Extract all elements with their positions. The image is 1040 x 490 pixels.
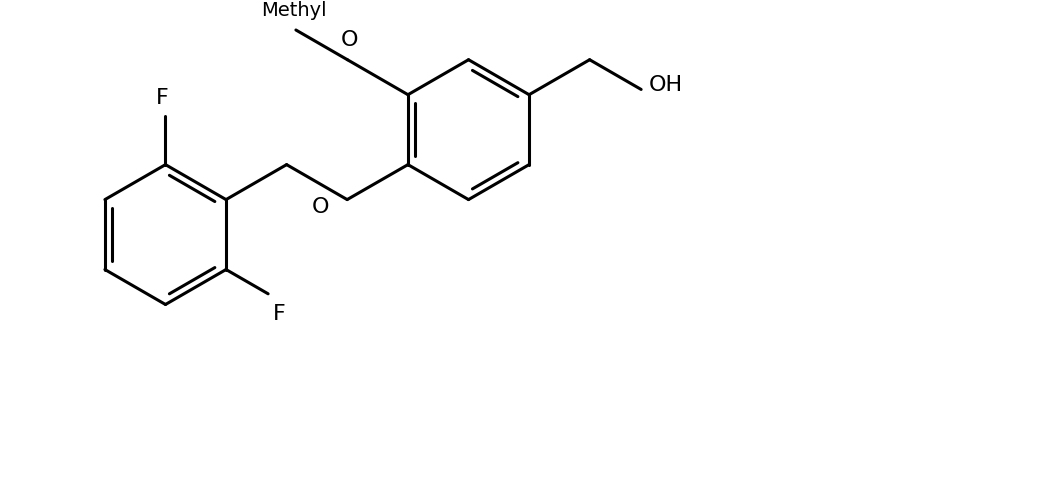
Text: F: F [156, 88, 168, 108]
Text: O: O [312, 197, 330, 218]
Text: Methyl: Methyl [261, 1, 327, 20]
Text: O: O [340, 30, 358, 50]
Text: F: F [272, 303, 286, 323]
Text: OH: OH [649, 74, 683, 95]
